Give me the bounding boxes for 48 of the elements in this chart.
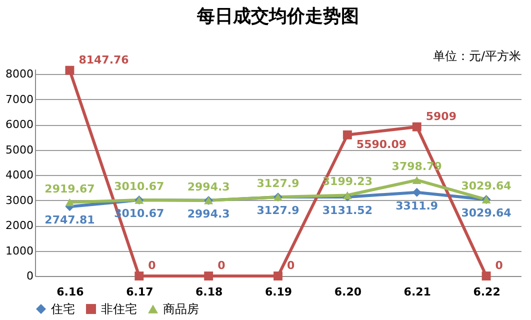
y-tick-label: 4000 bbox=[6, 168, 34, 182]
y-tick-label: 2000 bbox=[6, 219, 34, 232]
data-label: 3311.9 bbox=[396, 199, 438, 212]
data-label: 3010.67 bbox=[114, 180, 164, 193]
data-label: 5909 bbox=[426, 110, 456, 123]
data-label: 2919.67 bbox=[44, 182, 95, 196]
point bbox=[482, 272, 491, 280]
legend-label: 商品房 bbox=[163, 302, 199, 316]
data-label: 3029.64 bbox=[461, 180, 512, 193]
data-label: 2994.3 bbox=[187, 207, 230, 220]
data-label: 2747.81 bbox=[44, 214, 95, 227]
point bbox=[412, 122, 422, 132]
legend-label: 住宅 bbox=[50, 302, 75, 316]
data-label: 3131.52 bbox=[322, 204, 372, 217]
data-label: 3127.9 bbox=[256, 204, 300, 218]
data-label: 2994.3 bbox=[187, 180, 230, 194]
point bbox=[65, 198, 74, 206]
x-tick-label: 6.17 bbox=[126, 286, 154, 298]
point bbox=[204, 272, 214, 280]
x-tick-label: 6.19 bbox=[264, 286, 292, 298]
data-label: 5590.09 bbox=[356, 138, 407, 151]
data-label: 0 bbox=[218, 259, 226, 272]
chart-title: 每日成交均价走势图 bbox=[196, 6, 359, 27]
data-label: 0 bbox=[287, 259, 295, 272]
x-tick-label: 6.22 bbox=[473, 286, 500, 298]
point bbox=[65, 66, 74, 75]
point bbox=[274, 272, 282, 280]
point bbox=[342, 130, 352, 140]
data-label: 3127.9 bbox=[256, 177, 300, 190]
data-label: 0 bbox=[148, 259, 156, 272]
point bbox=[412, 176, 422, 184]
y-tick-label: 6000 bbox=[6, 118, 34, 132]
y-tick-label: 7000 bbox=[6, 92, 34, 106]
x-tick-label: 6.20 bbox=[334, 286, 362, 298]
x-tick-label: 6.16 bbox=[56, 286, 84, 298]
y-tick-label: 8000 bbox=[6, 68, 34, 81]
y-tick-label: 5000 bbox=[6, 143, 34, 156]
x-tick-label: 6.18 bbox=[196, 286, 223, 298]
data-label: 3029.64 bbox=[461, 206, 512, 220]
text: 单位：元/平方米 bbox=[432, 49, 521, 63]
legend-label: 非住宅 bbox=[101, 302, 137, 316]
y-tick-label: 0 bbox=[26, 270, 34, 282]
data-label: 0 bbox=[495, 259, 504, 272]
y-tick-label: 1000 bbox=[6, 244, 34, 258]
x-tick-label: 6.21 bbox=[404, 286, 431, 298]
y-tick-label: 3000 bbox=[6, 194, 34, 207]
point bbox=[134, 272, 144, 280]
data-label: 8147.76 bbox=[78, 53, 130, 66]
